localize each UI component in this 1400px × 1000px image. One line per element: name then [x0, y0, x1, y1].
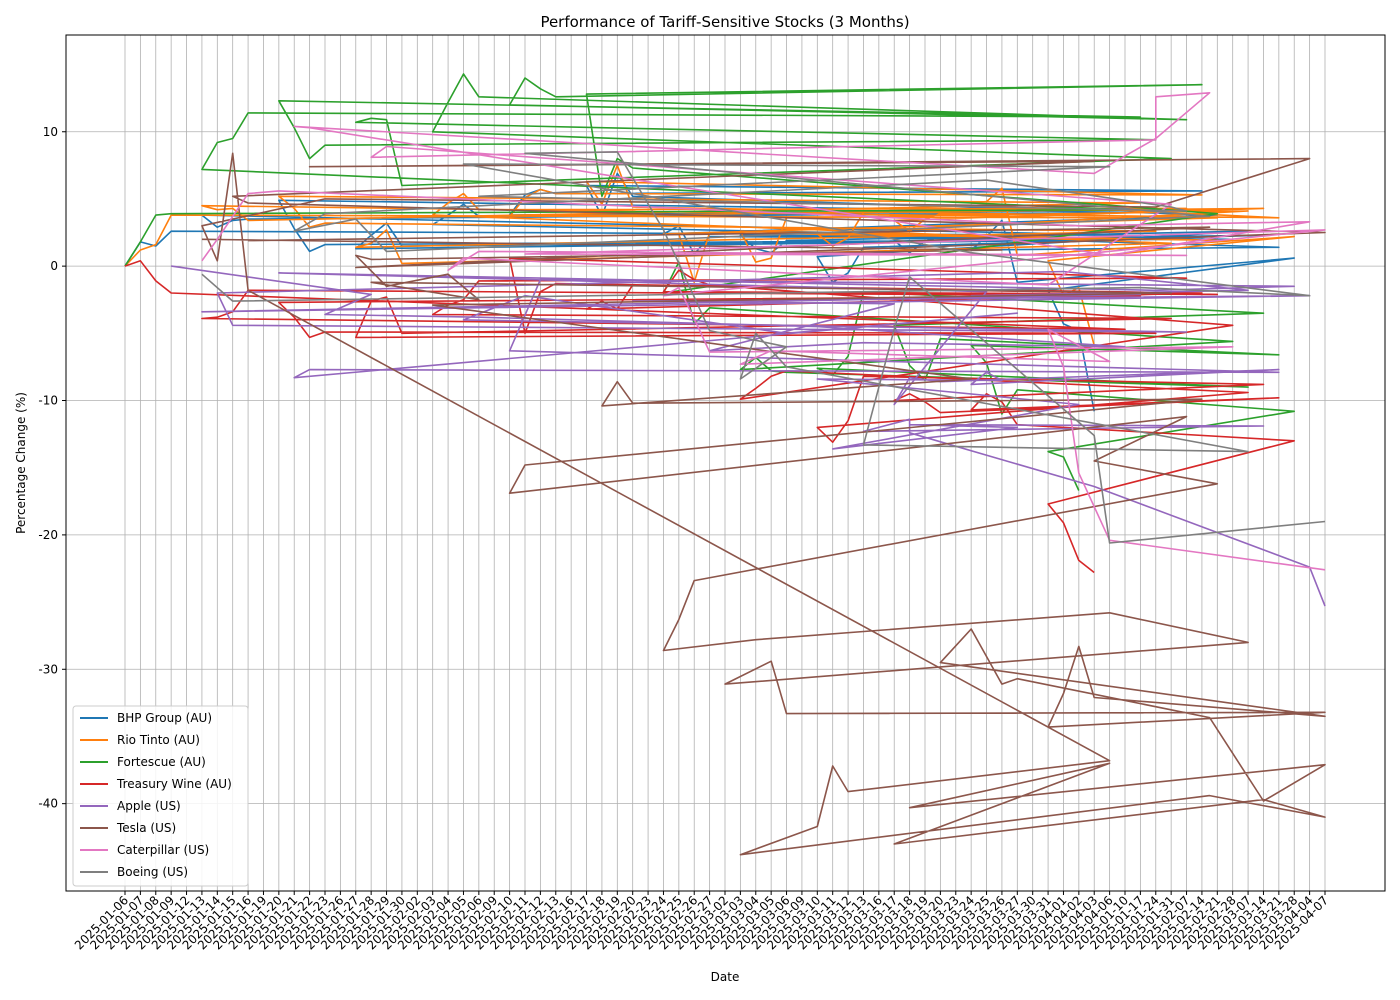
legend: BHP Group (AU) Rio Tinto (AU) Fortescue (A…	[72, 705, 249, 887]
y-tick-label: -30	[38, 662, 58, 676]
series-line-caterpillar-us	[201, 92, 1326, 571]
series-line-apple-us	[171, 265, 1326, 607]
y-tick-label: -40	[38, 797, 58, 811]
legend-label: Caterpillar (US)	[117, 843, 209, 857]
legend-label: Fortescue (AU)	[117, 755, 206, 769]
series-line-fortescue-au	[124, 73, 1295, 491]
y-gridlines	[66, 131, 1385, 805]
legend-label: Tesla (US)	[116, 821, 176, 835]
series-line-boeing-us	[201, 151, 1326, 544]
y-tick-label: -20	[38, 528, 58, 542]
x-gridlines	[124, 35, 1326, 891]
legend-label: BHP Group (AU)	[117, 711, 212, 725]
legend-label: Rio Tinto (AU)	[117, 733, 200, 747]
y-axis-label: Percentage Change (%)	[14, 392, 28, 534]
series-line-bhp-group-au	[124, 172, 1295, 412]
chart-title: Performance of Tariff-Sensitive Stocks (…	[540, 13, 909, 31]
x-ticks: 2025-01-062025-01-072025-01-082025-01-09…	[72, 891, 1331, 952]
legend-label: Boeing (US)	[117, 865, 188, 879]
series-line-tesla-us	[201, 152, 1326, 856]
y-tick-label: 0	[50, 259, 58, 273]
series-line-rio-tinto-au	[124, 164, 1295, 346]
legend-box	[72, 705, 249, 887]
y-tick-label: 10	[43, 125, 58, 139]
series-lines	[124, 73, 1326, 856]
y-tick-label: -10	[38, 394, 58, 408]
legend-label: Treasury Wine (AU)	[116, 777, 232, 791]
x-axis-label: Date	[711, 970, 740, 984]
legend-label: Apple (US)	[117, 799, 181, 813]
y-ticks: 10 0 -10 -20 -30 -40	[38, 125, 66, 811]
